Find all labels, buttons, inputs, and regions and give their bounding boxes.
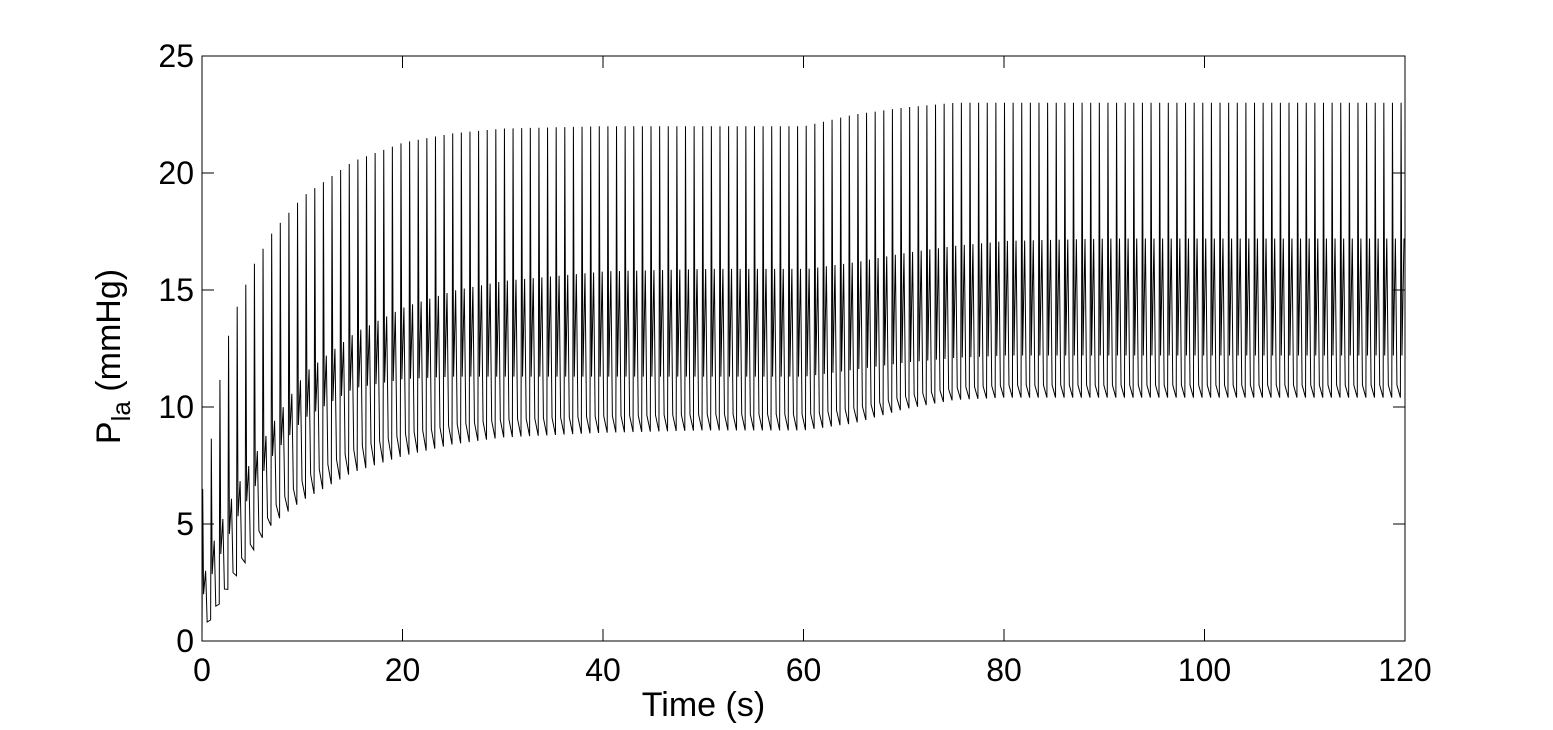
y-axis-label-main: P xyxy=(90,421,128,444)
x-tick-label: 120 xyxy=(1378,652,1431,688)
x-tick-label: 0 xyxy=(193,652,211,688)
x-tick-label: 80 xyxy=(986,652,1022,688)
y-tick-label: 5 xyxy=(176,506,194,542)
y-tick-label: 0 xyxy=(176,623,194,659)
y-tick-label: 10 xyxy=(158,389,194,425)
x-tick-label: 20 xyxy=(385,652,421,688)
x-tick-label: 100 xyxy=(1178,652,1231,688)
y-axis-label: Pla (mmHg) xyxy=(90,269,136,444)
x-tick-label: 40 xyxy=(585,652,621,688)
pressure-line xyxy=(201,102,1405,634)
y-axis-label-subscript: la xyxy=(106,401,136,422)
axis-ticks: 0 20 40 60 80 100 120 0 5 10 15 20 25 xyxy=(158,38,1431,688)
y-tick-label: 15 xyxy=(158,272,194,308)
x-tick-label: 60 xyxy=(786,652,822,688)
x-axis-label: Time (s) xyxy=(642,686,765,724)
y-axis-label-unit: (mmHg) xyxy=(90,269,128,401)
y-tick-label: 20 xyxy=(158,155,194,191)
pressure-series xyxy=(201,102,1405,634)
y-tick-label: 25 xyxy=(158,38,194,74)
